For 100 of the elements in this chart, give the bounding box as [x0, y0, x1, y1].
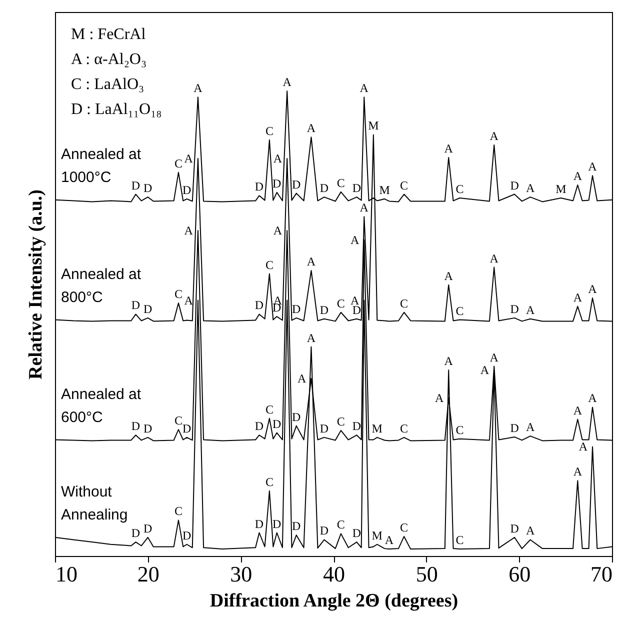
annotation: A [573, 290, 582, 304]
annotation: C [265, 402, 274, 416]
annotation: C [265, 474, 274, 489]
annotation: C [456, 533, 464, 548]
annotation: C [265, 258, 274, 272]
annotation: D [182, 528, 192, 542]
y-axis-title: Relative Intensity (a.u.) [26, 190, 46, 380]
annotation: D [182, 182, 192, 197]
text: M : FeCrAl [71, 26, 146, 43]
annotation: A [490, 350, 499, 364]
annotation: D [352, 526, 362, 540]
annotation: A [298, 371, 307, 386]
text: A : α-Al₂O₃ [71, 51, 147, 68]
annotation: A [526, 181, 535, 196]
annotation: M [556, 182, 567, 196]
x-tick-label: 50 [416, 562, 438, 586]
x-tick-label: 70 [590, 562, 612, 586]
annotation: C [456, 304, 464, 318]
annotation: D [131, 419, 140, 434]
annotation: C [336, 176, 345, 190]
annotation: A [588, 282, 598, 296]
annotation: A [490, 128, 499, 143]
annotation: A [588, 160, 598, 174]
annotation: C [400, 520, 408, 534]
annotation: D [254, 419, 264, 434]
annotation: C [456, 182, 464, 196]
annotation: A [490, 251, 499, 266]
annotation: D [510, 302, 520, 316]
annotation: A [350, 232, 360, 247]
annotation: D [143, 302, 152, 316]
annotation: A [444, 354, 454, 368]
annotation: D : LaAl₁₁O₁₈ [71, 101, 162, 118]
annotation: C : LaAlO₃ [71, 76, 144, 93]
annotation: C [174, 156, 182, 170]
annotation: A [184, 224, 194, 238]
annotation: D [131, 178, 140, 192]
annotation: D [143, 421, 152, 436]
annotation: D [510, 521, 520, 536]
annotation: A [273, 151, 282, 166]
annotation: D [272, 516, 282, 531]
annotation: A [444, 142, 454, 156]
annotation: A [573, 403, 582, 418]
annotation: A [384, 533, 394, 548]
annotation: A [273, 224, 282, 238]
annotation: D [143, 181, 152, 196]
annotation: A [184, 293, 194, 308]
annotation: A [184, 151, 194, 166]
annotation: A [360, 81, 369, 96]
annotation: A [526, 420, 535, 434]
annotation: M [372, 528, 383, 542]
x-axis-title: Diffraction Angle 2Θ (degrees) [210, 590, 458, 612]
annotation: C [174, 504, 182, 518]
annotation: A [526, 302, 535, 317]
annotation: C [174, 287, 182, 302]
annotation: A [360, 200, 369, 215]
annotation: A [573, 464, 582, 479]
annotation: D [292, 519, 302, 534]
annotation: A [194, 81, 203, 96]
annotation: A [578, 440, 588, 454]
annotation: D [292, 410, 302, 424]
annotation: D [320, 181, 329, 196]
annotation: A [444, 268, 454, 283]
annotation: D [272, 176, 282, 190]
x-tick-label: 40 [323, 562, 345, 586]
annotation: A [306, 330, 316, 345]
annotation: D [292, 177, 302, 192]
annotation: D [131, 526, 140, 540]
annotation: C [456, 422, 464, 437]
annotation: C [400, 296, 408, 310]
annotation: D [292, 302, 302, 316]
annotation: A [282, 75, 292, 90]
annotation: A [588, 391, 598, 406]
annotation: C [336, 518, 345, 532]
annotation: D [352, 419, 362, 434]
annotation: D [254, 180, 264, 194]
annotation: M [379, 182, 390, 197]
annotation: C [336, 414, 345, 428]
annotation: D [320, 421, 329, 436]
annotation: D [254, 516, 264, 531]
annotation: M [368, 118, 380, 133]
annotation: A [306, 121, 316, 136]
annotation: D [320, 524, 329, 538]
annotation: C [265, 124, 274, 138]
annotation: D [254, 298, 264, 312]
annotation: D [320, 302, 329, 317]
annotation: C [400, 178, 408, 192]
annotation: D [352, 181, 362, 196]
x-tick-label: 30 [230, 562, 252, 586]
annotation: D [510, 420, 520, 435]
annotation: C [400, 421, 408, 436]
annotation: D [182, 421, 192, 436]
annotation: C [174, 414, 182, 428]
series-label: Without Annealing [61, 483, 128, 524]
annotation: A [306, 254, 316, 269]
annotation: A [434, 390, 444, 405]
annotation: A [526, 524, 535, 538]
annotation: D [510, 178, 520, 192]
x-tick-label: 60 [508, 562, 531, 586]
annotation: C [336, 296, 345, 310]
annotation: A [480, 363, 490, 378]
